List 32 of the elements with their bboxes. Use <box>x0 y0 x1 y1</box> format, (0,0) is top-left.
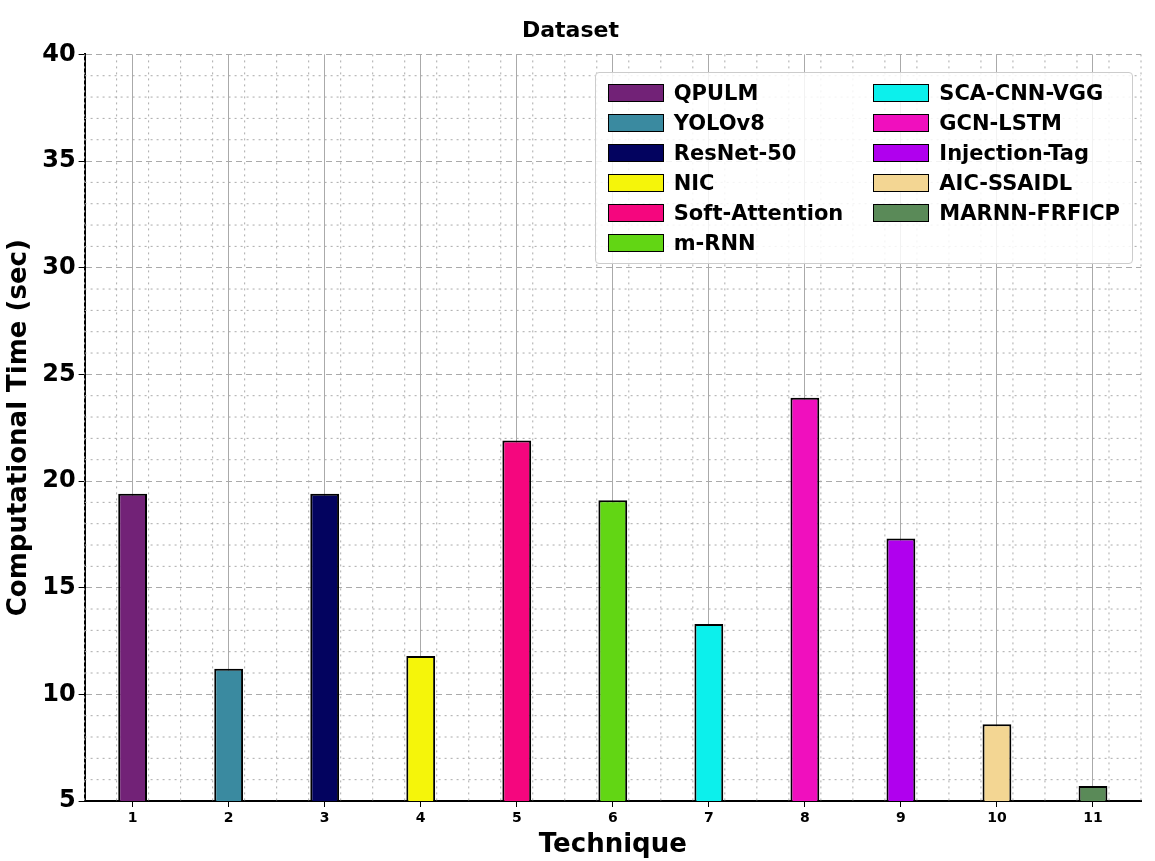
legend-label: YOLOv8 <box>673 111 765 135</box>
x-tick-label: 11 <box>1083 809 1103 826</box>
x-tick-label: 6 <box>607 809 618 826</box>
y-tick-label: 30 <box>42 251 76 280</box>
legend-label: Soft-Attention <box>673 201 844 225</box>
x-tick-label: 7 <box>703 809 714 826</box>
x-tick-label: 3 <box>319 809 330 826</box>
legend-label: NIC <box>673 171 715 195</box>
legend-label: Injection-Tag <box>939 141 1090 165</box>
y-axis-title: Computational Time (sec) <box>2 239 33 617</box>
y-tick-label: 40 <box>42 38 76 67</box>
legend-label: SCA-CNN-VGG <box>939 81 1104 105</box>
legend-label: GCN-LSTM <box>939 111 1062 135</box>
x-tick-label: 10 <box>987 809 1007 826</box>
legend-label: QPULM <box>673 81 759 105</box>
legend-label: m-RNN <box>673 231 756 255</box>
y-tick-label: 20 <box>42 465 76 494</box>
x-tick-label: 9 <box>896 809 906 826</box>
chart-title: Dataset <box>521 16 620 42</box>
y-tick-label: 10 <box>42 678 76 707</box>
legend-label: AIC-SSAIDL <box>939 171 1073 195</box>
x-tick-label: 2 <box>223 809 234 826</box>
y-tick-label: 25 <box>42 358 76 387</box>
x-tick-label: 1 <box>127 809 138 826</box>
x-tick-label: 4 <box>415 809 426 826</box>
legend-label: ResNet-50 <box>673 141 797 165</box>
y-tick-label: 35 <box>42 145 76 174</box>
legend-label: MARNN-FRFICP <box>939 201 1120 225</box>
x-tick-label: 8 <box>800 809 810 826</box>
x-tick-label: 5 <box>511 809 522 826</box>
y-tick-label: 15 <box>42 571 76 600</box>
x-axis-title: Technique <box>538 828 687 859</box>
